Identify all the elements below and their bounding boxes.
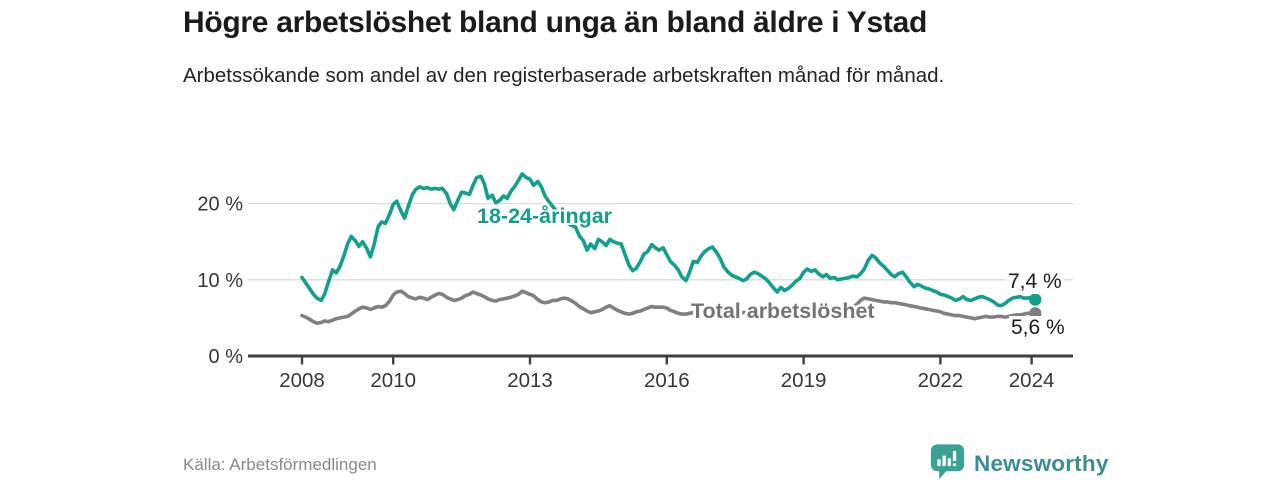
series-end-dot (1029, 293, 1042, 306)
x-tick-label: 2008 (279, 369, 325, 392)
end-value-young: 7,4 % (1006, 270, 1064, 294)
page-title: Högre arbetslöshet bland unga än bland ä… (183, 6, 927, 39)
series-label-young: 18-24-åringar (477, 204, 613, 228)
y-tick-label: 20 % (197, 194, 243, 216)
page-subtitle: Arbetssökande som andel av den registerb… (183, 64, 945, 87)
x-tick-label: 2010 (370, 369, 416, 392)
series-label-total: Total arbetslöshet (691, 299, 875, 323)
y-tick-label: 10 % (197, 270, 243, 292)
x-tick-label: 2016 (644, 369, 690, 392)
end-value-total: 5,6 % (1009, 316, 1067, 340)
x-tick-label: 2022 (918, 369, 964, 392)
brand-wordmark: Newsworthy (974, 451, 1109, 476)
y-tick-label: 0 % (209, 346, 244, 368)
x-tick-label: 2019 (781, 369, 827, 392)
newsworthy-logo: Newsworthy (929, 443, 1109, 485)
series-line (300, 172, 1037, 308)
x-tick-label: 2024 (1009, 369, 1055, 392)
speech-bubble-bar-chart-icon (929, 443, 966, 485)
x-tick-label: 2013 (507, 369, 553, 392)
series-line (300, 289, 1037, 325)
source-note: Källa: Arbetsförmedlingen (183, 455, 377, 474)
